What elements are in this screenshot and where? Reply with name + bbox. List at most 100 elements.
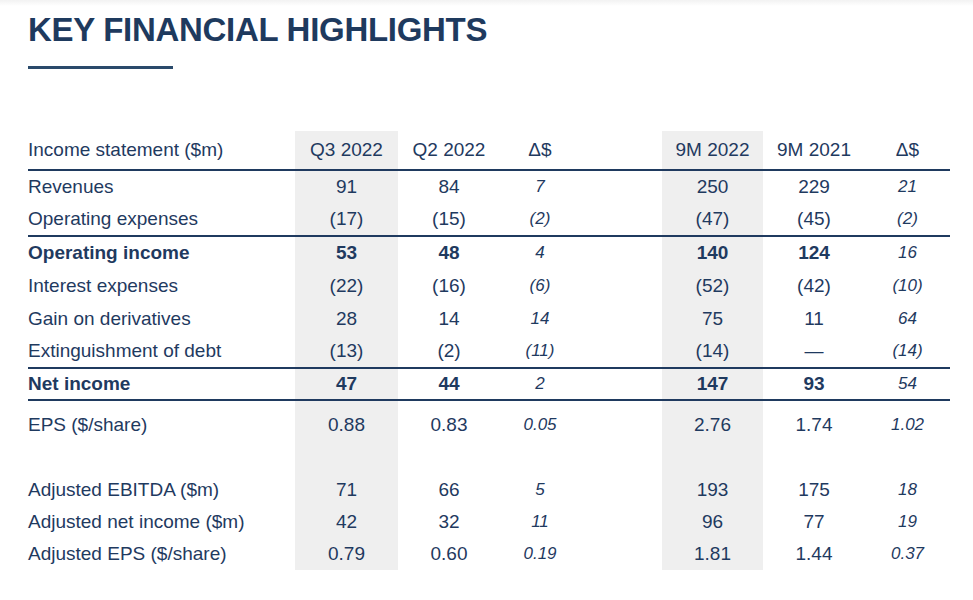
table-cell: 0.05 <box>500 400 580 448</box>
table-cell: 32 <box>398 506 500 538</box>
gap-cell <box>580 474 662 506</box>
table-row-interest-expenses: Interest expenses (22) (16) (6) (52) (42… <box>28 269 950 302</box>
gap-cell <box>580 538 662 570</box>
table-cell: 16 <box>865 236 950 269</box>
table-cell: 11 <box>763 302 865 335</box>
table-cell: (14) <box>865 335 950 368</box>
table-cell: 53 <box>295 236 398 269</box>
table-cell: (22) <box>295 269 398 302</box>
table-cell: 0.19 <box>500 538 580 570</box>
table-cell: 42 <box>295 506 398 538</box>
table-cell: 14 <box>398 302 500 335</box>
table-cell: 96 <box>662 506 763 538</box>
gap-cell <box>580 400 662 448</box>
gap-cell <box>763 448 865 474</box>
table-cell: 4 <box>500 236 580 269</box>
gap-cell <box>295 448 398 474</box>
table-row-operating-expenses: Operating expenses (17) (15) (2) (47) (4… <box>28 203 950 236</box>
table-cell: 66 <box>398 474 500 506</box>
gap-cell <box>580 448 662 474</box>
income-statement-table: Income statement ($m) Q3 2022 Q2 2022 Δ$… <box>28 131 950 570</box>
table-cell: 7 <box>500 170 580 203</box>
table-cell: — <box>763 335 865 368</box>
gap-cell <box>398 448 500 474</box>
table-cell: 91 <box>295 170 398 203</box>
column-header-delta-quarter: Δ$ <box>500 131 580 170</box>
table-cell: 229 <box>763 170 865 203</box>
column-header-q2-2022: Q2 2022 <box>398 131 500 170</box>
table-cell: 124 <box>763 236 865 269</box>
table-cell: (52) <box>662 269 763 302</box>
table-cell: (13) <box>295 335 398 368</box>
table-cell: (17) <box>295 203 398 236</box>
table-cell: (15) <box>398 203 500 236</box>
row-label: Operating expenses <box>28 203 295 236</box>
page-title: KEY FINANCIAL HIGHLIGHTS <box>28 11 487 49</box>
spacer-row <box>28 448 950 474</box>
table-cell: 1.74 <box>763 400 865 448</box>
table-row-eps: EPS ($/share) 0.88 0.83 0.05 2.76 1.74 1… <box>28 400 950 448</box>
table-cell: (47) <box>662 203 763 236</box>
table-header-row: Income statement ($m) Q3 2022 Q2 2022 Δ$… <box>28 131 950 170</box>
table-cell: (2) <box>865 203 950 236</box>
table-cell: 0.88 <box>295 400 398 448</box>
table-cell: 2 <box>500 368 580 400</box>
table-cell: 21 <box>865 170 950 203</box>
table-cell: 11 <box>500 506 580 538</box>
gap-cell <box>580 236 662 269</box>
table-cell: (14) <box>662 335 763 368</box>
gap-cell <box>580 368 662 400</box>
table-cell: 0.60 <box>398 538 500 570</box>
gap-cell <box>662 448 763 474</box>
gap-cell <box>580 506 662 538</box>
table-cell: 54 <box>865 368 950 400</box>
row-label: Adjusted EBITDA ($m) <box>28 474 295 506</box>
table-cell: 14 <box>500 302 580 335</box>
gap-cell <box>580 170 662 203</box>
gap-cell <box>865 448 950 474</box>
table-cell: (6) <box>500 269 580 302</box>
gap-cell <box>580 335 662 368</box>
table-cell: 48 <box>398 236 500 269</box>
table-cell: 1.81 <box>662 538 763 570</box>
table-cell: (2) <box>398 335 500 368</box>
column-header-income-statement: Income statement ($m) <box>28 131 295 170</box>
column-header-q3-2022: Q3 2022 <box>295 131 398 170</box>
table-row-gain-on-derivatives: Gain on derivatives 28 14 14 75 11 64 <box>28 302 950 335</box>
table-cell: (45) <box>763 203 865 236</box>
row-label: Net income <box>28 368 295 400</box>
table-cell: 140 <box>662 236 763 269</box>
table-cell: (10) <box>865 269 950 302</box>
table-row-revenues: Revenues 91 84 7 250 229 21 <box>28 170 950 203</box>
table-cell: 18 <box>865 474 950 506</box>
row-label: Operating income <box>28 236 295 269</box>
row-label: Gain on derivatives <box>28 302 295 335</box>
table-cell: 93 <box>763 368 865 400</box>
table-cell: 0.79 <box>295 538 398 570</box>
table-row-adjusted-ebitda: Adjusted EBITDA ($m) 71 66 5 193 175 18 <box>28 474 950 506</box>
table-cell: 28 <box>295 302 398 335</box>
table-cell: (16) <box>398 269 500 302</box>
column-header-9m-2021: 9M 2021 <box>763 131 865 170</box>
gap-cell <box>28 448 295 474</box>
table-cell: 0.83 <box>398 400 500 448</box>
table-cell: 75 <box>662 302 763 335</box>
table-cell: 2.76 <box>662 400 763 448</box>
table-cell: 19 <box>865 506 950 538</box>
column-gap <box>580 131 662 170</box>
gap-cell <box>500 448 580 474</box>
table-cell: 175 <box>763 474 865 506</box>
table-cell: 84 <box>398 170 500 203</box>
row-label: Revenues <box>28 170 295 203</box>
title-underline <box>28 66 173 69</box>
row-label: Interest expenses <box>28 269 295 302</box>
table-cell: (42) <box>763 269 865 302</box>
row-label: Adjusted EPS ($/share) <box>28 538 295 570</box>
table-cell: 47 <box>295 368 398 400</box>
column-header-delta-9m: Δ$ <box>865 131 950 170</box>
table-cell: 64 <box>865 302 950 335</box>
table-row-extinguishment-of-debt: Extinguishment of debt (13) (2) (11) (14… <box>28 335 950 368</box>
table-cell: 1.02 <box>865 400 950 448</box>
table-cell: (2) <box>500 203 580 236</box>
table-cell: 1.44 <box>763 538 865 570</box>
